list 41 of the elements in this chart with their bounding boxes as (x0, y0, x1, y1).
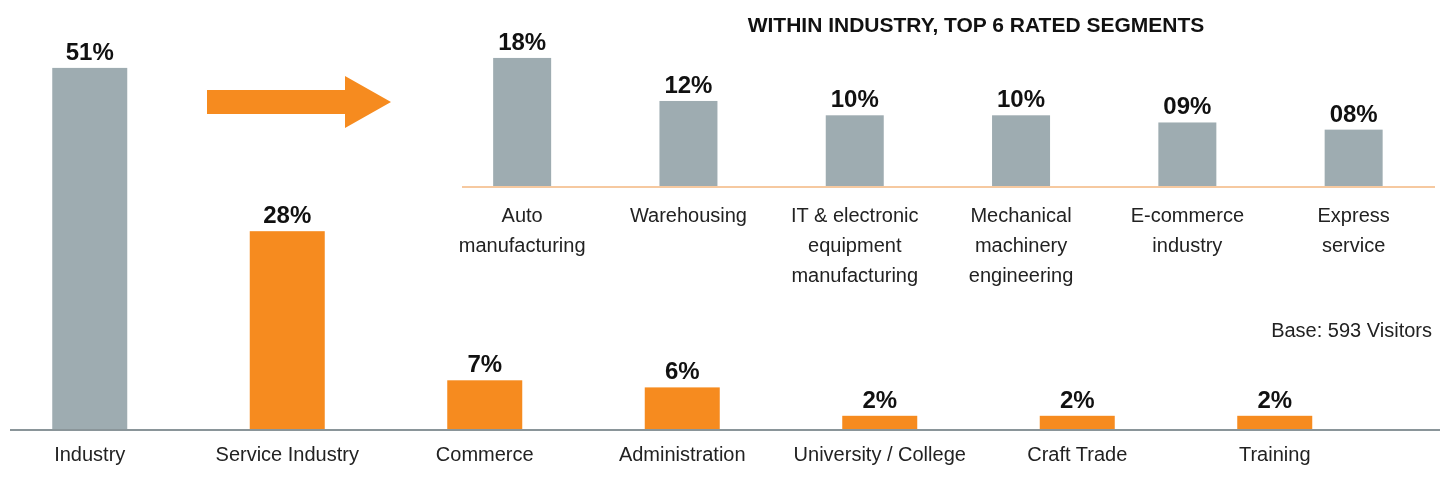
data-label: 09% (1163, 92, 1212, 120)
data-label: 10% (997, 85, 1046, 113)
x-tick-label: Industry (54, 443, 126, 465)
bar (1039, 415, 1115, 430)
bar (1324, 129, 1383, 187)
bar (52, 67, 128, 430)
x-tick-label: Express service (1317, 204, 1390, 256)
data-label: 2% (1059, 385, 1095, 413)
x-tick-label: Craft Trade (1027, 443, 1128, 465)
bar (447, 380, 523, 430)
x-tick-label: E-commerce industry (1130, 204, 1245, 256)
x-tick-label: Administration (618, 443, 746, 465)
bar (1237, 415, 1313, 430)
data-label: 08% (1329, 99, 1378, 127)
bar (249, 231, 325, 430)
x-tick-label: Service Industry (215, 443, 359, 465)
data-label: 6% (664, 357, 700, 385)
x-tick-label: Commerce (435, 443, 534, 465)
data-label: 2% (1257, 385, 1293, 413)
bar (842, 415, 918, 430)
x-tick-label: Training (1238, 443, 1311, 465)
bar (825, 115, 884, 187)
data-label: 10% (830, 85, 879, 113)
bar (1158, 122, 1217, 187)
bar (992, 115, 1051, 187)
chart-title: WITHIN INDUSTRY, TOP 6 RATED SEGMENTS (747, 13, 1205, 36)
x-tick-label: Auto manufacturing (458, 204, 586, 256)
x-tick-label: Mechanical machinery engineering (968, 204, 1074, 286)
bar (644, 387, 720, 430)
data-label: 18% (498, 27, 547, 55)
data-label: 51% (65, 37, 114, 65)
data-label: 2% (862, 385, 898, 413)
data-label: 7% (467, 350, 503, 378)
bar (493, 57, 552, 187)
data-label: 12% (664, 70, 713, 98)
annotation: Base: 593 Visitors (1271, 319, 1432, 341)
bar (659, 100, 718, 187)
data-label: 28% (263, 201, 312, 229)
x-tick-label: University / College (793, 443, 966, 465)
x-tick-label: IT & electronic equipment manufacturing (791, 204, 919, 286)
x-tick-label: Warehousing (629, 204, 747, 226)
